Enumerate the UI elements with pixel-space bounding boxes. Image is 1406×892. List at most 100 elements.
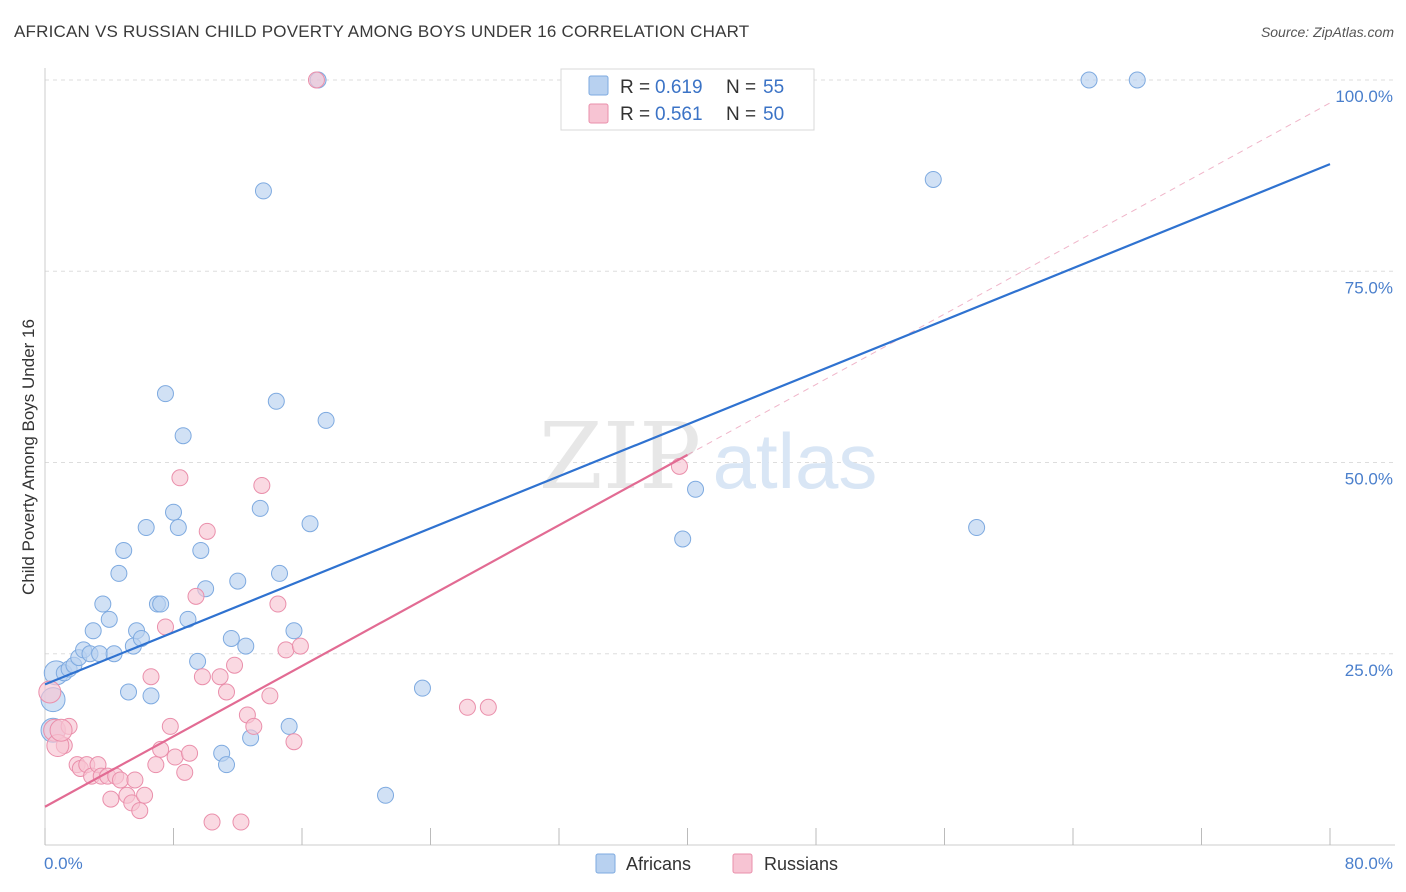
bottom-legend-africans: Africans [626, 854, 691, 874]
russians-point [458, 698, 476, 716]
russians-point [218, 683, 236, 701]
russians-point [285, 733, 303, 751]
africans-point [84, 622, 102, 640]
russians-point [253, 476, 271, 494]
africans-point [165, 503, 182, 521]
russians-point [38, 680, 62, 704]
africans-point [267, 392, 285, 410]
africans-point [280, 717, 298, 735]
africans-point [152, 595, 170, 613]
legend-n-label-russians: N = [726, 104, 756, 125]
chart-title: AFRICAN VS RUSSIAN CHILD POVERTY AMONG B… [14, 22, 750, 41]
russians-point [203, 813, 221, 831]
africans-point [271, 564, 289, 582]
africans-point [968, 519, 986, 537]
russians-trend-extension [687, 102, 1331, 456]
bottom-legend: Africans Russians [595, 853, 838, 874]
africans-trend-line [44, 163, 1331, 686]
bottom-legend-russians: Russians [764, 854, 838, 874]
x-tick-label: 80.0% [1345, 854, 1393, 873]
africans-point [924, 170, 942, 188]
russians-point [245, 717, 263, 735]
legend-n-label-africans: N = [726, 77, 756, 98]
russians-point [198, 522, 216, 540]
russians-point [670, 457, 688, 475]
russians-point [136, 786, 154, 804]
africans-point [174, 427, 192, 445]
russians-point [479, 698, 497, 716]
africans-point [169, 519, 187, 537]
russians-points [38, 71, 688, 831]
africans-point [142, 687, 160, 705]
africans-point [100, 610, 118, 628]
russians-point [166, 748, 184, 766]
africans-point [687, 480, 705, 498]
russians-point [131, 802, 149, 820]
russians-point [126, 771, 144, 789]
y-tick-label: 25.0% [1345, 661, 1393, 680]
russians-point [291, 637, 309, 655]
africans-point [251, 499, 269, 517]
africans-point [120, 683, 138, 701]
africans-point [301, 515, 319, 533]
y-axis-label: Child Poverty Among Boys Under 16 [19, 319, 38, 595]
africans-point [229, 572, 247, 590]
legend-swatch-africans [588, 75, 609, 96]
legend-r-value-russians: 0.561 [655, 104, 703, 125]
legend-box: R = 0.619 N = 55 R = 0.561 N = 50 [560, 68, 815, 131]
russians-point [261, 687, 279, 705]
africans-point [413, 679, 431, 697]
russians-point [161, 717, 179, 735]
legend-n-value-africans: 55 [763, 77, 784, 98]
russians-point [193, 668, 211, 686]
russians-point [232, 813, 250, 831]
chart-source: Source: ZipAtlas.com [1260, 24, 1394, 40]
grid-lines [45, 79, 1395, 655]
africans-point [285, 622, 303, 640]
x-tick-label: 0.0% [44, 854, 83, 873]
russians-point [307, 71, 325, 89]
watermark-zip: ZIP [539, 403, 701, 510]
bottom-legend-swatch-africans [595, 853, 616, 874]
russians-point [187, 587, 205, 605]
legend-swatch-russians [588, 103, 609, 124]
russians-point [171, 469, 189, 487]
legend-r-value-africans: 0.619 [655, 77, 703, 98]
africans-point [674, 530, 692, 548]
africans-point [377, 786, 395, 804]
tick-labels: 25.0% 50.0% 75.0% 100.0% 0.0% 80.0% [44, 87, 1393, 873]
russians-trend-line [44, 453, 689, 808]
africans-point [192, 541, 210, 559]
russians-point [111, 771, 129, 789]
africans-point [115, 541, 133, 559]
y-tick-label: 100.0% [1335, 87, 1393, 106]
russians-point [226, 656, 244, 674]
africans-points [40, 71, 1146, 804]
russians-point [277, 641, 295, 659]
russians-point [269, 595, 287, 613]
y-tick-label: 75.0% [1345, 278, 1393, 297]
africans-point [156, 385, 174, 403]
africans-point [110, 564, 128, 582]
russians-point [142, 668, 160, 686]
watermark-atlas: atlas [713, 417, 878, 505]
legend-r-label-russians: R = [620, 104, 650, 125]
africans-point [189, 652, 207, 670]
africans-point [94, 595, 112, 613]
legend-r-label-africans: R = [620, 77, 650, 98]
africans-point [317, 411, 335, 429]
russians-point [102, 790, 120, 808]
russians-point [211, 668, 229, 686]
russians-point [147, 756, 165, 774]
bottom-legend-swatch-russians [732, 853, 753, 874]
y-tick-label: 50.0% [1345, 470, 1393, 489]
africans-point [218, 756, 236, 774]
russians-point [49, 718, 73, 742]
africans-point [1128, 71, 1146, 89]
axes [44, 68, 1395, 846]
africans-point [254, 182, 272, 200]
africans-point [222, 629, 240, 647]
africans-point [1080, 71, 1098, 89]
africans-point [237, 637, 255, 655]
